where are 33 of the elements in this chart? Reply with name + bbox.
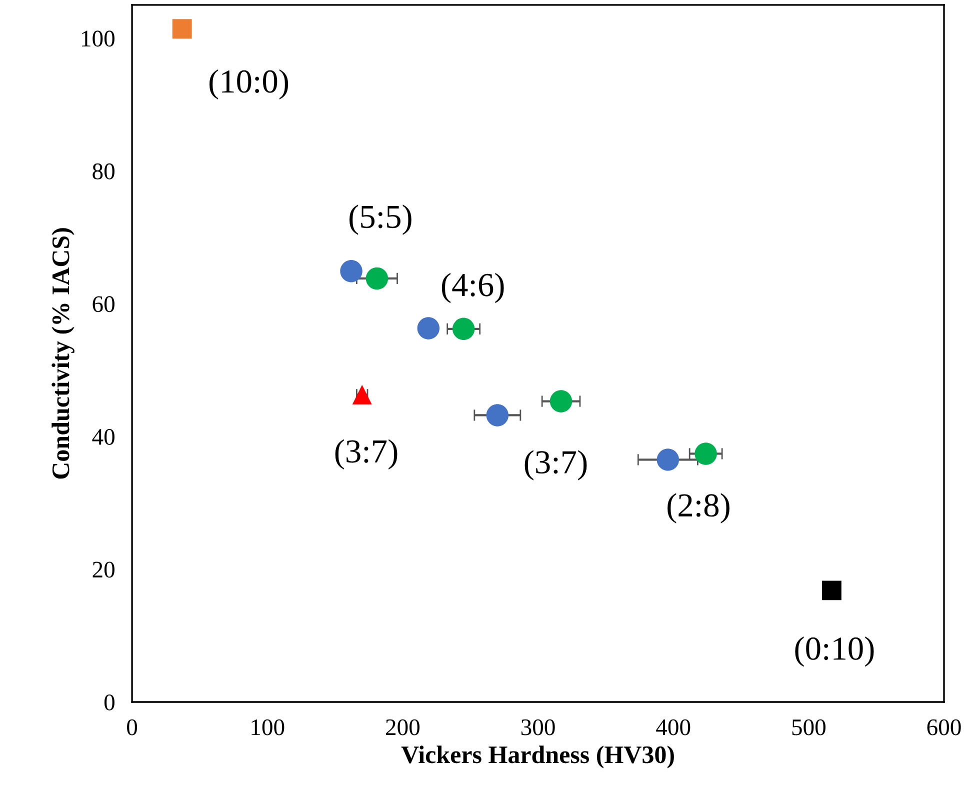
y-tick-label: 60 [92,296,114,312]
x-tick-label: 400 [656,719,690,736]
y-tick-label: 40 [92,428,114,445]
y-tick-label: 0 [104,694,114,710]
point [486,404,509,426]
x-axis-title: Vickers Hardness (HV30) [401,746,674,768]
annotation: (5:5) [350,204,412,235]
point [656,448,680,471]
y-tick-label: 80 [92,163,114,180]
point [352,384,372,404]
x-tick-label: 200 [386,719,420,736]
annotation: (0:10) [795,636,874,667]
annotation: (10:0) [210,69,288,100]
point [366,267,388,290]
y-tick-label: 100 [82,30,114,47]
x-tick-label: 100 [252,719,284,736]
y-tick-label: 20 [92,562,114,578]
point [550,390,572,412]
point [452,318,475,340]
point [340,260,362,282]
annotation: (3:7) [335,439,398,470]
x-tick-label: 500 [792,719,826,736]
point [822,580,842,600]
point [172,19,192,39]
y-axis-title: Conductivity (% IACS) [52,228,74,479]
annotation: (3:7) [524,450,587,480]
x-tick-label: 600 [927,719,961,736]
annotation: (4:6) [442,272,504,304]
annotation: (2:8) [668,493,730,524]
point [694,442,717,465]
point [417,317,440,340]
x-tick-label: 300 [521,719,555,736]
x-tick-label: 0 [127,719,138,736]
